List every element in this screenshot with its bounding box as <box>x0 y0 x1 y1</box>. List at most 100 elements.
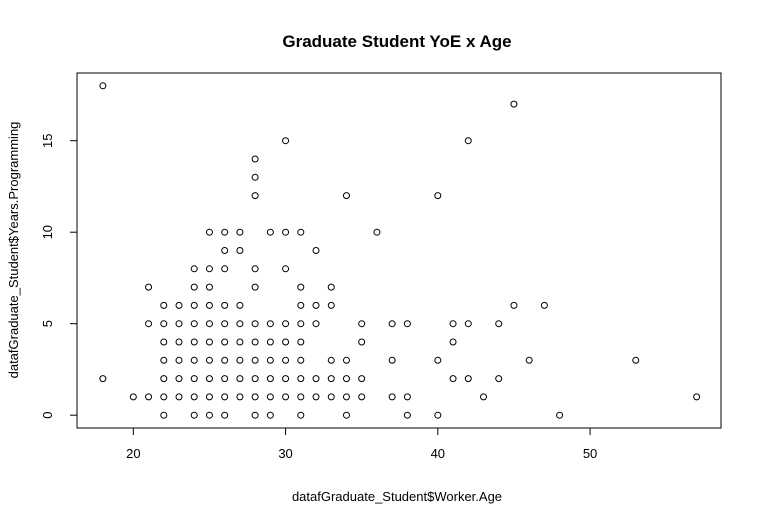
y-axis: 0 5 10 15 <box>40 133 78 419</box>
data-point-119 <box>434 411 442 419</box>
data-point-63 <box>251 356 259 364</box>
data-point-37 <box>205 411 213 419</box>
data-point-80 <box>282 375 290 383</box>
data-point-110 <box>373 228 381 236</box>
data-point-9 <box>160 356 168 364</box>
data-point-69 <box>266 338 274 346</box>
data-point-25 <box>190 375 198 383</box>
data-point-128 <box>495 375 503 383</box>
data-point-30 <box>205 283 213 291</box>
data-point-66 <box>251 411 259 419</box>
x-tick-label-3: 50 <box>583 446 597 461</box>
data-point-52 <box>236 338 244 346</box>
data-point-57 <box>251 173 259 181</box>
data-point-3 <box>145 283 153 291</box>
data-point-123 <box>464 137 472 145</box>
data-point-83 <box>297 283 305 291</box>
data-point-21 <box>190 301 198 309</box>
data-point-14 <box>175 320 183 328</box>
data-point-87 <box>297 356 305 364</box>
data-point-82 <box>297 228 305 236</box>
data-point-62 <box>251 338 259 346</box>
data-point-22 <box>190 320 198 328</box>
data-point-34 <box>205 356 213 364</box>
data-point-65 <box>251 393 259 401</box>
data-point-51 <box>236 320 244 328</box>
data-point-56 <box>251 155 259 163</box>
data-point-71 <box>266 375 274 383</box>
data-point-60 <box>251 283 259 291</box>
data-point-129 <box>510 100 518 108</box>
data-point-49 <box>236 247 244 254</box>
data-point-118 <box>434 356 442 364</box>
data-point-72 <box>266 393 274 401</box>
data-point-67 <box>266 228 274 236</box>
data-point-130 <box>510 301 518 309</box>
data-point-10 <box>160 375 168 383</box>
data-point-70 <box>266 356 274 364</box>
data-point-134 <box>632 356 640 364</box>
data-point-36 <box>205 393 213 401</box>
data-point-85 <box>297 320 305 328</box>
data-point-47 <box>221 411 229 419</box>
data-point-73 <box>266 411 274 419</box>
data-point-2 <box>129 393 137 401</box>
data-point-29 <box>205 265 213 273</box>
data-point-104 <box>342 393 350 401</box>
y-axis-label: datafGraduate_Student$Years.Programming <box>6 122 21 379</box>
data-point-79 <box>282 356 290 364</box>
y-tick-label-0: 0 <box>40 412 55 419</box>
data-point-96 <box>327 283 335 291</box>
data-points <box>99 82 701 419</box>
data-point-5 <box>145 393 153 401</box>
data-point-74 <box>282 137 290 145</box>
data-point-103 <box>342 375 350 383</box>
data-point-7 <box>160 320 168 328</box>
data-point-113 <box>388 393 396 401</box>
data-point-43 <box>221 338 229 346</box>
data-point-59 <box>251 265 259 273</box>
data-point-132 <box>540 301 548 309</box>
x-tick-label-1: 30 <box>278 446 292 461</box>
data-point-88 <box>297 375 305 383</box>
data-point-100 <box>327 393 335 401</box>
data-point-95 <box>312 393 320 401</box>
x-tick-label-2: 40 <box>431 446 445 461</box>
data-point-28 <box>205 228 213 236</box>
data-point-116 <box>403 411 411 419</box>
data-point-12 <box>160 411 168 419</box>
data-point-68 <box>266 320 274 328</box>
data-point-35 <box>205 375 213 383</box>
data-point-125 <box>464 375 472 383</box>
x-axis-label: datafGraduate_Student$Worker.Age <box>292 489 502 504</box>
data-point-98 <box>327 356 335 364</box>
data-point-77 <box>282 320 290 328</box>
data-point-19 <box>190 265 198 273</box>
data-point-84 <box>297 301 305 309</box>
data-point-135 <box>693 393 701 401</box>
data-point-75 <box>282 228 290 236</box>
data-point-41 <box>221 301 229 309</box>
data-point-26 <box>190 393 198 401</box>
data-point-89 <box>297 393 305 401</box>
data-point-120 <box>449 320 457 328</box>
data-point-109 <box>358 393 366 401</box>
data-point-40 <box>221 265 229 273</box>
data-point-38 <box>221 228 229 236</box>
data-point-101 <box>342 192 350 200</box>
data-point-92 <box>312 301 320 309</box>
data-point-4 <box>145 320 153 328</box>
data-point-20 <box>190 283 198 291</box>
plot-frame <box>76 72 722 429</box>
data-point-53 <box>236 356 244 364</box>
data-point-94 <box>312 375 320 383</box>
data-point-24 <box>190 356 198 364</box>
data-point-131 <box>525 356 533 364</box>
data-point-1 <box>99 375 107 383</box>
data-point-81 <box>282 393 290 401</box>
data-point-99 <box>327 375 335 383</box>
data-point-48 <box>236 228 244 236</box>
data-point-114 <box>403 320 411 328</box>
